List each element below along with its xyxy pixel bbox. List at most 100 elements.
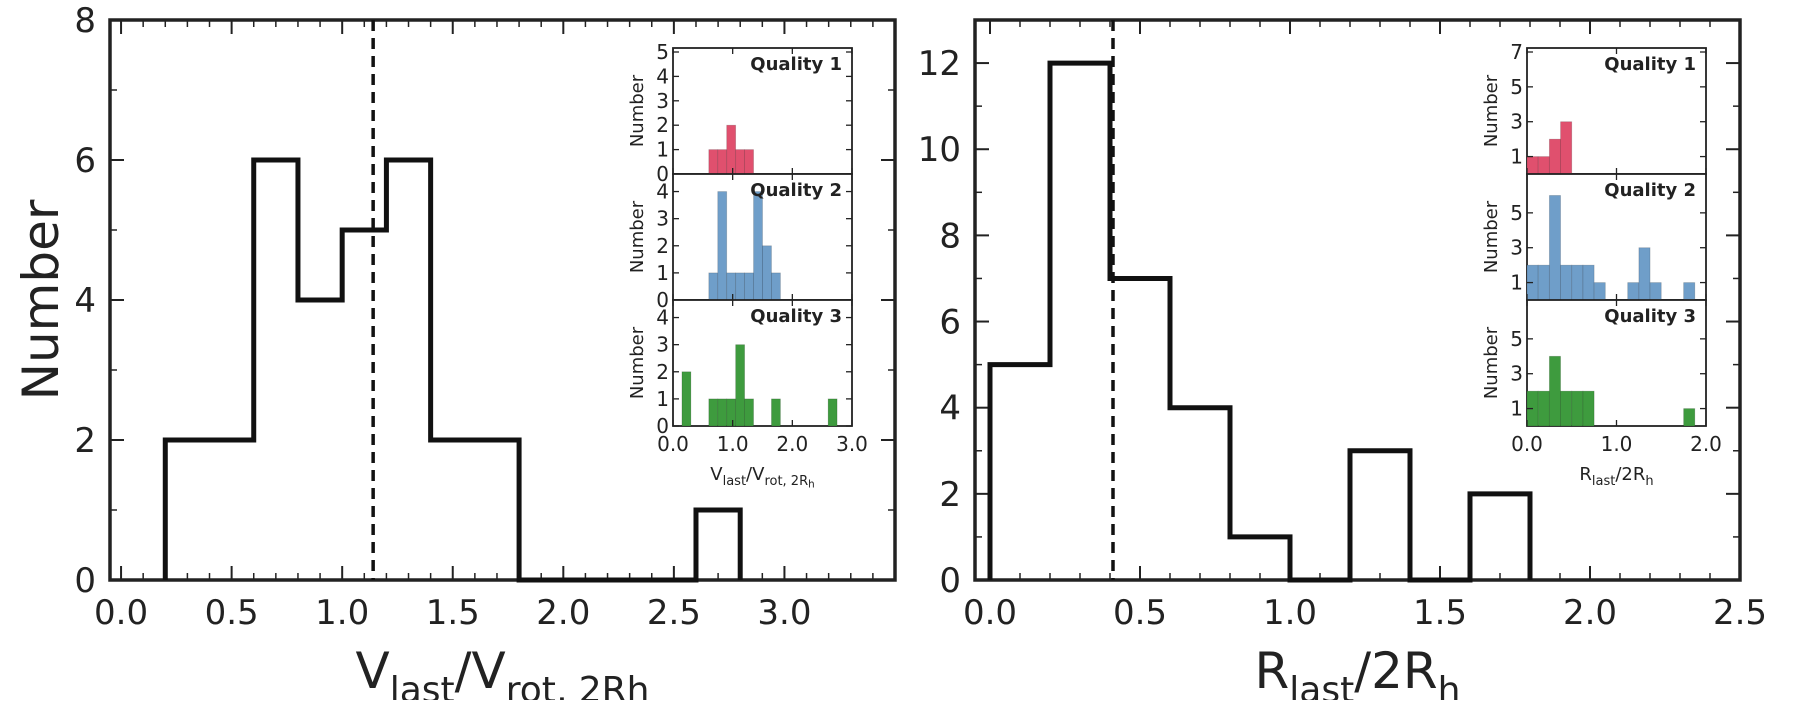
inset-y-tick-label: 4 bbox=[656, 64, 669, 88]
inset-bar bbox=[1537, 156, 1550, 175]
x-tick-label: 2.5 bbox=[1713, 593, 1767, 633]
inset-y-tick-label: 1 bbox=[1510, 271, 1523, 295]
histogram-bin bbox=[210, 440, 254, 580]
inset-y-axis-label: Number bbox=[1481, 200, 1502, 273]
inset-bar bbox=[1560, 264, 1573, 301]
inset-y-tick-label: 3 bbox=[656, 89, 669, 113]
inset-bar bbox=[717, 191, 728, 301]
histogram-bin bbox=[386, 160, 430, 580]
inset-bar bbox=[717, 149, 728, 175]
inset-bar bbox=[1638, 247, 1651, 301]
y-axis-label: Number bbox=[12, 199, 70, 400]
histogram-step-2 bbox=[987, 60, 1533, 583]
inset-y-axis-label: Number bbox=[627, 326, 648, 399]
inset-y-tick-label: 5 bbox=[656, 40, 669, 64]
inset-bar bbox=[1649, 282, 1662, 301]
inset-y-tick-label: 3 bbox=[656, 333, 669, 357]
inset-x-tick-label: 2.0 bbox=[776, 432, 808, 456]
inset-y-tick-label: 5 bbox=[1510, 75, 1523, 99]
inset-bar bbox=[1560, 390, 1573, 427]
inset-y-tick-label: 1 bbox=[1510, 145, 1523, 169]
inset-bar bbox=[735, 344, 746, 427]
x-tick-label: 3.0 bbox=[757, 593, 811, 633]
inset-panel-frame bbox=[672, 299, 853, 427]
inset-bar bbox=[827, 398, 838, 427]
x-tick-label: 0.5 bbox=[205, 593, 259, 633]
inset-bar bbox=[1683, 408, 1696, 427]
x-tick-label: 2.0 bbox=[536, 593, 590, 633]
inset-x-tick-label: 0.0 bbox=[657, 432, 689, 456]
inset-bar bbox=[726, 124, 737, 175]
inset-bar bbox=[1582, 390, 1595, 427]
inset-quality-label: Quality 3 bbox=[1604, 306, 1696, 327]
x-tick-label: 1.0 bbox=[1263, 593, 1317, 633]
inset-y-tick-label: 2 bbox=[656, 113, 669, 137]
inset-bar bbox=[744, 149, 754, 175]
histogram-bin bbox=[165, 440, 209, 580]
inset-y-tick-label: 4 bbox=[656, 180, 669, 204]
x-tick-label: 2.5 bbox=[647, 593, 701, 633]
inset-y-tick-label: 0 bbox=[656, 162, 669, 186]
histogram-bin bbox=[254, 160, 298, 580]
inset-x-tick-label: 2.0 bbox=[1690, 432, 1722, 456]
inset-quality-label: Quality 1 bbox=[1604, 54, 1696, 75]
histogram-step-1 bbox=[162, 157, 743, 583]
inset-y-tick-label: 1 bbox=[656, 138, 669, 162]
inset-bar bbox=[1548, 138, 1561, 175]
inset-bar bbox=[1560, 121, 1573, 175]
inset-bar bbox=[726, 398, 737, 427]
inset-x-tick-label: 3.0 bbox=[836, 432, 868, 456]
inset-y-axis-label: Number bbox=[627, 200, 648, 273]
inset-y-tick-label: 1 bbox=[656, 387, 669, 411]
inset-y-axis-label: Number bbox=[627, 74, 648, 147]
inset-y-tick-label: 2 bbox=[656, 360, 669, 384]
inset-y-tick-label: 5 bbox=[1510, 201, 1523, 225]
inset-x-axis-label: Vlast/Vrot, 2Rh bbox=[710, 464, 814, 491]
inset-x-tick-label: 1.0 bbox=[717, 432, 749, 456]
histogram-bin bbox=[696, 510, 740, 580]
inset-y-axis-label: Number bbox=[1481, 326, 1502, 399]
inset-bar bbox=[744, 398, 754, 427]
inset-y-tick-label: 3 bbox=[1510, 236, 1523, 260]
histogram-bin bbox=[431, 440, 475, 580]
inset-y-tick-label: 1 bbox=[1510, 397, 1523, 421]
inset-bar bbox=[771, 398, 781, 427]
inset-quality-label: Quality 2 bbox=[750, 180, 842, 201]
histogram-bin bbox=[1470, 494, 1530, 580]
inset-bar bbox=[717, 398, 728, 427]
inset-bar bbox=[1683, 282, 1696, 301]
inset-bar bbox=[708, 149, 719, 175]
inset-bar bbox=[753, 191, 763, 301]
y-tick-label: 6 bbox=[74, 141, 96, 181]
x-tick-label: 0.5 bbox=[1113, 593, 1167, 633]
y-tick-label: 8 bbox=[74, 1, 96, 41]
inset-bar bbox=[744, 272, 754, 301]
inset-y-tick-label: 3 bbox=[1510, 110, 1523, 134]
histogram-bin bbox=[1170, 408, 1230, 580]
inset-y-axis-label: Number bbox=[1481, 74, 1502, 147]
inset-bar bbox=[1593, 282, 1606, 301]
histogram-bin bbox=[342, 230, 386, 580]
inset-bar bbox=[708, 398, 719, 427]
inset-y-tick-label: 3 bbox=[656, 207, 669, 231]
inset-panel-frame bbox=[672, 47, 853, 175]
inset-bar bbox=[708, 272, 719, 301]
inset-y-tick-label: 2 bbox=[656, 234, 669, 258]
inset-bar bbox=[1537, 264, 1550, 301]
y-tick-label: 4 bbox=[74, 281, 96, 321]
plot-frame-2 bbox=[973, 18, 1742, 582]
y-tick-label: 2 bbox=[939, 475, 961, 515]
inset-y-tick-label: 3 bbox=[1510, 362, 1523, 386]
y-tick-label: 12 bbox=[918, 44, 961, 84]
histogram-bin bbox=[298, 300, 342, 580]
inset-bar bbox=[1571, 264, 1584, 301]
inset-quality-label: Quality 1 bbox=[750, 54, 842, 75]
histogram-bin bbox=[1110, 278, 1170, 580]
inset-y-tick-label: 0 bbox=[656, 288, 669, 312]
inset-bar bbox=[735, 272, 746, 301]
inset-bar bbox=[771, 272, 781, 301]
x-tick-label: 2.0 bbox=[1563, 593, 1617, 633]
inset-x-axis-label: Rlast/2Rh bbox=[1579, 464, 1653, 489]
inset-quality-label: Quality 2 bbox=[1604, 180, 1696, 201]
